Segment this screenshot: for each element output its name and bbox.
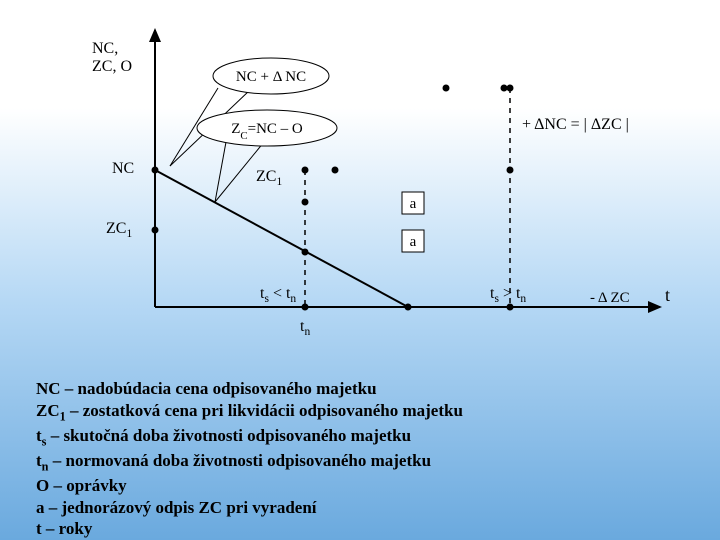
y-axis-label: NC,ZC, O — [92, 40, 132, 76]
legend-line: O – oprávky — [36, 475, 463, 497]
legend-block: NC – nadobúdacia cena odpisovaného majet… — [36, 378, 463, 540]
legend-line: ts – skutočná doba životnosti odpisované… — [36, 425, 463, 450]
legend-line: t – roky — [36, 518, 463, 540]
tn-tick-label: tn — [300, 318, 310, 338]
nc-axis-label: NC — [112, 160, 134, 178]
zc1-label: ZC1 — [256, 168, 282, 188]
svg-text:NC + Δ NC: NC + Δ NC — [236, 69, 306, 85]
legend-line: ZC1 – zostatková cena pri likvidácii odp… — [36, 400, 463, 425]
x-axis-label: t — [665, 285, 670, 306]
svg-text:a: a — [410, 196, 417, 212]
legend-line: a – jednorázový odpis ZC pri vyradení — [36, 497, 463, 519]
legend-line: NC – nadobúdacia cena odpisovaného majet… — [36, 378, 463, 400]
delta-nc-equals-delta-zc-label: + ΔNC = | ΔZC | — [522, 116, 629, 134]
svg-text:a: a — [410, 234, 417, 250]
ts-less-than-tn-label: ts < tn — [260, 285, 296, 305]
minus-delta-zc-label: - Δ ZC — [590, 290, 630, 307]
legend-line: tn – normovaná doba životnosti odpisovan… — [36, 450, 463, 475]
zc1-axis-label: ZC1 — [106, 220, 132, 240]
ts-greater-than-tn-label: ts > tn — [490, 285, 526, 305]
